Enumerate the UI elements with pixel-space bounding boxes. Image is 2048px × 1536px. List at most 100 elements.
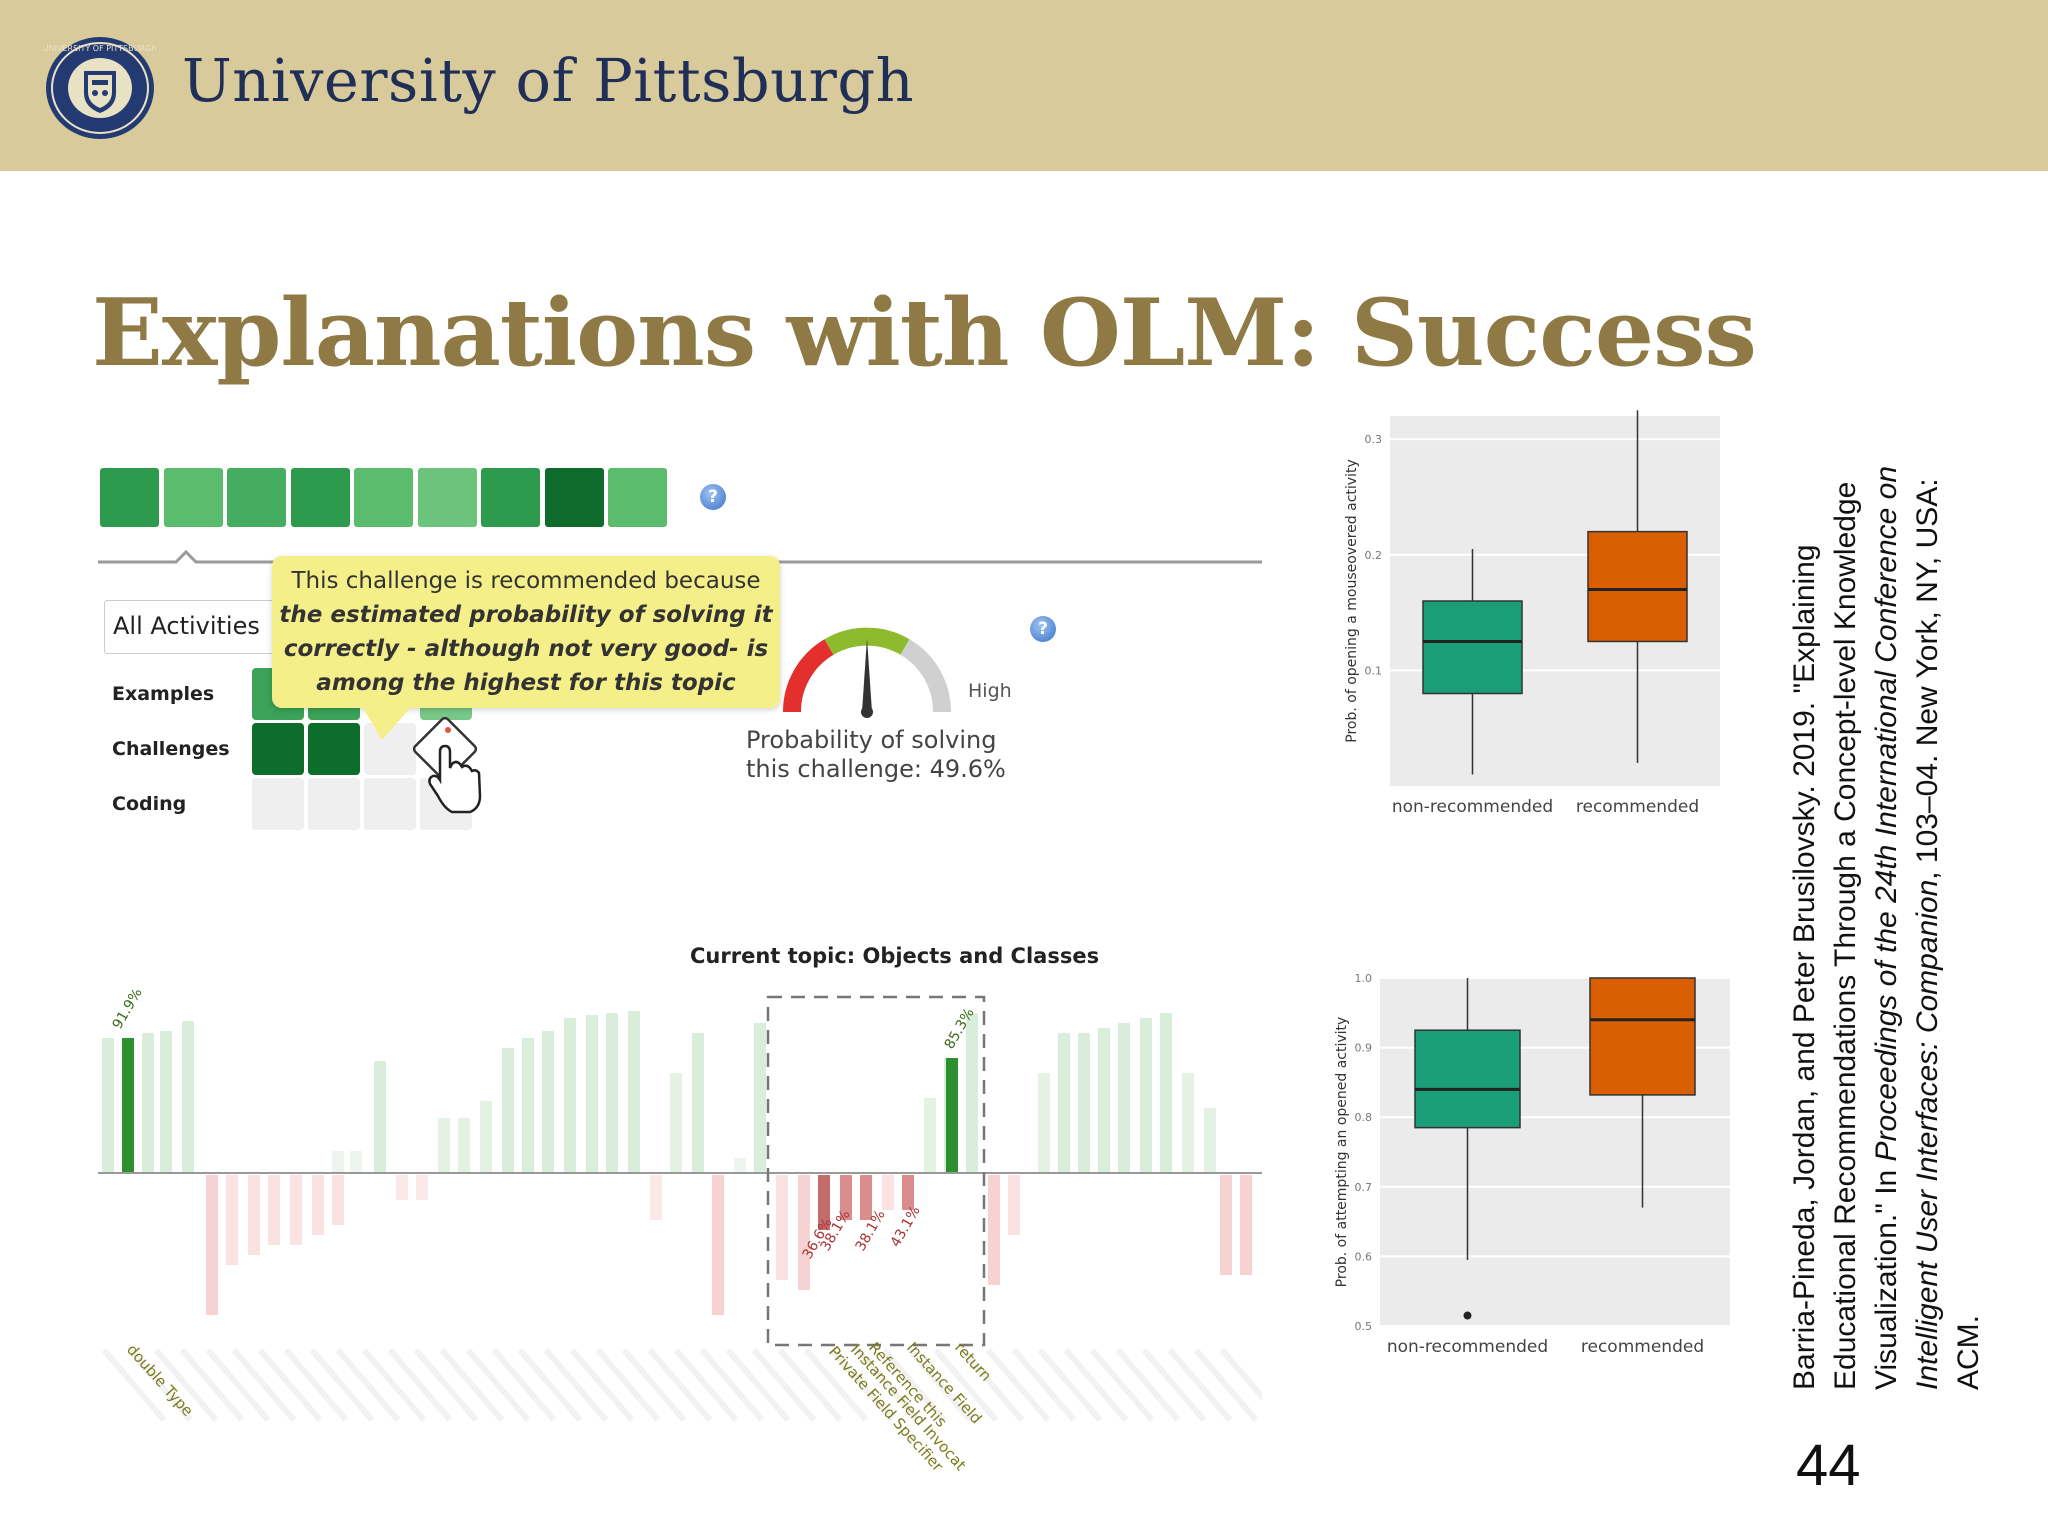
concept-bar-positive[interactable] xyxy=(670,1073,682,1173)
topic-square[interactable] xyxy=(608,468,667,527)
concept-bar-positive[interactable] xyxy=(480,1101,492,1173)
boxplot-attempt: 0.5 0.6 0.7 0.8 0.9 1.0 non-recommended recomme… xyxy=(1334,972,1730,1357)
concept-bar-negative[interactable] xyxy=(840,1175,852,1220)
citation-line4-b: , 103–04. New York, NY, USA: xyxy=(1911,478,1944,880)
faint-concept-label xyxy=(985,1348,1051,1422)
concept-bar-positive[interactable] xyxy=(1204,1108,1216,1173)
activities-dropdown[interactable]: All Activities xyxy=(104,600,286,654)
activity-cell[interactable] xyxy=(308,778,360,830)
help-icon[interactable]: ? xyxy=(700,484,726,510)
citation-line5: ACM. xyxy=(1952,1315,1985,1390)
concept-bar-positive[interactable] xyxy=(142,1033,154,1173)
concept-bar-negative[interactable] xyxy=(860,1175,872,1220)
topic-square[interactable] xyxy=(163,468,223,527)
concept-bar-positive[interactable] xyxy=(374,1061,386,1173)
topic-square[interactable] xyxy=(544,468,604,527)
concept-bar-positive[interactable] xyxy=(350,1151,362,1173)
concept-bar-positive[interactable] xyxy=(734,1158,746,1173)
topic-square[interactable] xyxy=(417,468,477,527)
concept-bar-positive[interactable] xyxy=(542,1031,554,1173)
concept-bar-positive[interactable] xyxy=(102,1038,114,1173)
concept-bar-negative[interactable] xyxy=(712,1175,724,1315)
activity-cell[interactable] xyxy=(252,778,304,830)
concept-bar-positive[interactable] xyxy=(502,1048,514,1173)
faint-concept-label xyxy=(517,1348,583,1422)
concept-bar-positive[interactable] xyxy=(1140,1018,1152,1173)
faint-concept-label xyxy=(673,1348,739,1422)
faint-concept-label xyxy=(829,1348,895,1422)
y-tick-label: 0.7 xyxy=(1355,1181,1373,1194)
faint-concept-label xyxy=(283,1348,349,1422)
university-name: University of Pittsburgh xyxy=(182,46,915,115)
activity-cell[interactable] xyxy=(364,723,416,775)
concept-bar-negative[interactable] xyxy=(226,1175,238,1265)
concept-bar-negative[interactable] xyxy=(206,1175,218,1315)
concept-bar-positive[interactable] xyxy=(628,1011,640,1173)
recommended-challenge-icon[interactable] xyxy=(400,712,500,830)
concept-bar-positive[interactable] xyxy=(1078,1033,1090,1173)
activity-cell[interactable] xyxy=(308,723,360,775)
concept-bar-negative[interactable] xyxy=(988,1175,1000,1285)
concept-bar-positive[interactable] xyxy=(438,1118,450,1173)
activity-cell[interactable] xyxy=(364,778,416,830)
concept-bar-positive[interactable] xyxy=(522,1038,534,1173)
boxplot-mouseover: 0.1 0.2 0.3 non-recommended recommended Prob.… xyxy=(1344,410,1720,817)
concept-bar-negative[interactable] xyxy=(332,1175,344,1225)
concept-bar-negative[interactable] xyxy=(1240,1175,1252,1275)
concept-bar-negative[interactable] xyxy=(416,1175,428,1200)
topic-square[interactable] xyxy=(100,468,159,527)
concept-bar-positive[interactable] xyxy=(1182,1073,1194,1173)
tooltip-line3: correctly - although not very good- is xyxy=(283,636,769,662)
concept-bar-positive[interactable] xyxy=(1098,1028,1110,1173)
faint-concept-label xyxy=(465,1348,531,1422)
concept-bar-positive[interactable] xyxy=(924,1098,936,1173)
concept-bar-positive[interactable] xyxy=(182,1021,194,1173)
citation-line3-b: Proceedings of the 24th International Co… xyxy=(1870,465,1903,1162)
concept-bar-positive[interactable] xyxy=(1160,1013,1172,1173)
topic-square[interactable] xyxy=(290,468,350,527)
gauge-caption: Probability of solving this challenge: 4… xyxy=(746,726,1006,784)
concept-value-label: 91.9% xyxy=(110,990,146,1032)
concept-bar-positive[interactable] xyxy=(586,1015,598,1173)
faint-concept-label xyxy=(1115,1348,1181,1422)
topic-square[interactable] xyxy=(481,468,540,527)
concept-bar-positive[interactable] xyxy=(754,1023,766,1173)
concept-bar-negative[interactable] xyxy=(818,1175,830,1230)
faint-concept-label xyxy=(907,1348,973,1422)
concept-bar-negative[interactable] xyxy=(902,1175,914,1210)
concept-bar-negative[interactable] xyxy=(1008,1175,1020,1235)
concept-bar-negative[interactable] xyxy=(248,1175,260,1255)
concept-bar-positive[interactable] xyxy=(1118,1023,1130,1173)
concept-bar-positive[interactable] xyxy=(160,1031,172,1173)
concept-bar-negative[interactable] xyxy=(798,1175,810,1290)
concept-bar-negative[interactable] xyxy=(650,1175,662,1220)
concept-bar-negative[interactable] xyxy=(882,1175,894,1210)
faint-concept-label xyxy=(1089,1348,1155,1422)
concept-bar-negative[interactable] xyxy=(1220,1175,1232,1275)
concept-bar-positive[interactable] xyxy=(946,1058,958,1173)
concept-bar-positive[interactable] xyxy=(606,1013,618,1173)
topic-square[interactable] xyxy=(227,468,286,527)
concept-bar-negative[interactable] xyxy=(268,1175,280,1245)
activity-cell[interactable] xyxy=(252,723,304,775)
concept-bar-positive[interactable] xyxy=(122,1038,134,1173)
faint-concept-label xyxy=(101,1348,167,1422)
concept-bar-positive[interactable] xyxy=(458,1118,470,1173)
row-label-examples: Examples xyxy=(112,683,215,705)
help-icon[interactable]: ? xyxy=(1030,616,1056,642)
concept-bar-positive[interactable] xyxy=(1038,1073,1050,1173)
concept-bar-positive[interactable] xyxy=(564,1018,576,1173)
concept-bar-positive[interactable] xyxy=(1058,1033,1070,1173)
concept-bar-positive[interactable] xyxy=(332,1151,344,1173)
box-non-recommended xyxy=(1422,600,1523,695)
concept-bar-negative[interactable] xyxy=(312,1175,324,1235)
concept-bar-negative[interactable] xyxy=(396,1175,408,1200)
concept-bar-positive[interactable] xyxy=(966,1013,978,1173)
faint-concept-label xyxy=(335,1348,401,1422)
x-category-label: recommended xyxy=(1576,797,1699,817)
topic-square[interactable] xyxy=(354,468,413,527)
concept-bar-negative[interactable] xyxy=(290,1175,302,1245)
faint-concept-label xyxy=(127,1348,193,1422)
concept-bar-negative[interactable] xyxy=(776,1175,788,1280)
concept-bar-positive[interactable] xyxy=(692,1033,704,1173)
